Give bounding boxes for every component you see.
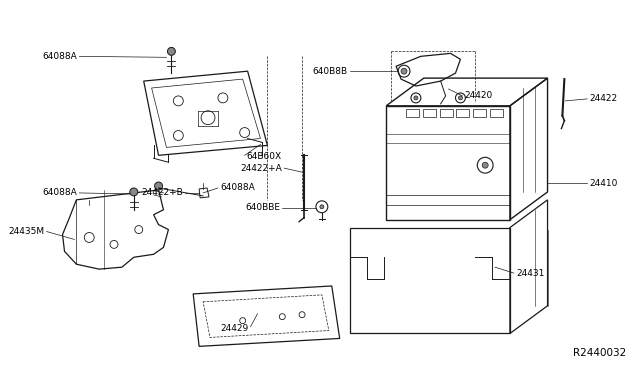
Bar bbox=[474, 109, 486, 117]
Text: 24422+B: 24422+B bbox=[141, 189, 183, 198]
Circle shape bbox=[168, 47, 175, 55]
Circle shape bbox=[414, 96, 418, 100]
Text: 64B60X: 64B60X bbox=[246, 152, 282, 161]
Text: 24435M: 24435M bbox=[8, 227, 45, 236]
Circle shape bbox=[155, 182, 163, 190]
Text: 64088A: 64088A bbox=[220, 183, 255, 192]
Circle shape bbox=[482, 162, 488, 168]
Bar bbox=[456, 109, 469, 117]
Text: 24422+A: 24422+A bbox=[241, 164, 282, 173]
Text: 64088A: 64088A bbox=[43, 189, 77, 198]
Bar bbox=[423, 109, 436, 117]
Text: 24431: 24431 bbox=[516, 269, 544, 278]
Bar bbox=[440, 109, 452, 117]
Text: 24422: 24422 bbox=[589, 94, 617, 103]
Text: 24420: 24420 bbox=[465, 92, 493, 100]
Text: 640B8B: 640B8B bbox=[312, 67, 348, 76]
Circle shape bbox=[458, 96, 463, 100]
Text: 24429: 24429 bbox=[220, 324, 248, 333]
Text: 640BBE: 640BBE bbox=[245, 203, 280, 212]
Bar bbox=[406, 109, 419, 117]
Text: 64088A: 64088A bbox=[43, 52, 77, 61]
Text: R2440032: R2440032 bbox=[573, 348, 627, 358]
Circle shape bbox=[401, 68, 407, 74]
Text: 24410: 24410 bbox=[589, 179, 618, 187]
Circle shape bbox=[130, 188, 138, 196]
Circle shape bbox=[320, 205, 324, 209]
Bar bbox=[490, 109, 503, 117]
